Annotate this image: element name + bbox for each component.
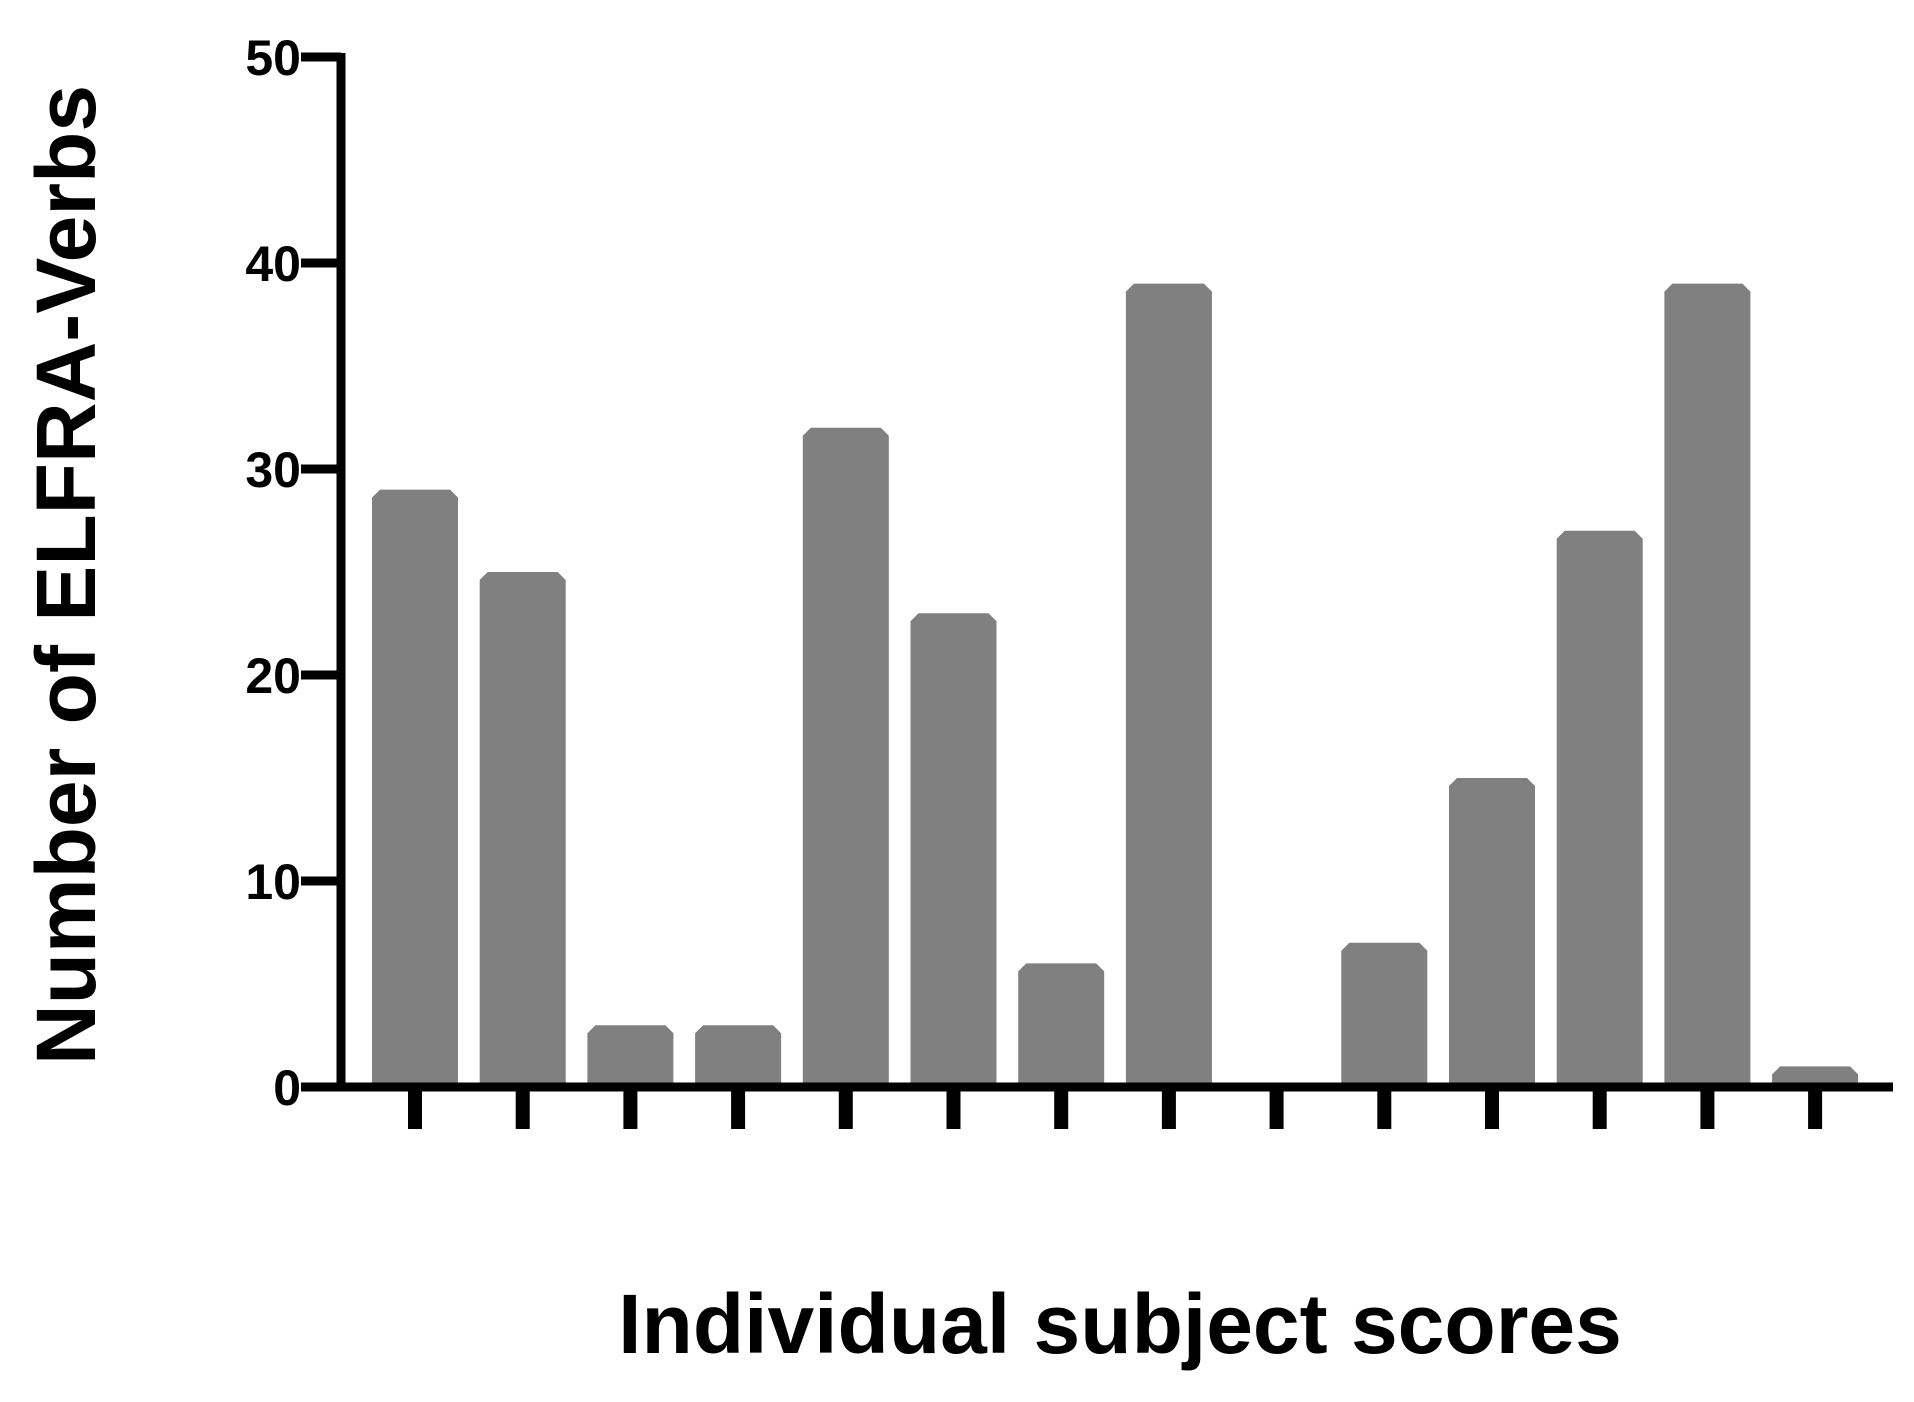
y-tick-label: 50: [245, 30, 301, 86]
bar: [1664, 283, 1751, 1088]
bar: [372, 489, 458, 1088]
y-axis-title: Number of ELFRA-Verbs: [19, 85, 113, 1065]
bar: [587, 1025, 674, 1087]
x-axis-title: Individual subject scores: [618, 1277, 1622, 1371]
axes: [301, 53, 1893, 1092]
bars-layer: [372, 283, 1859, 1088]
y-tick-label: 0: [273, 1060, 301, 1116]
bar: [1125, 283, 1212, 1088]
y-ticks: 0 10 20 30 40 50: [245, 30, 341, 1116]
bar: [910, 613, 997, 1087]
bar: [479, 572, 566, 1087]
y-tick-label: 40: [245, 236, 301, 292]
bar: [1556, 530, 1643, 1087]
y-tick-label: 20: [245, 648, 301, 704]
bar: [802, 427, 889, 1087]
bar: [1341, 942, 1428, 1087]
bar: [1018, 963, 1105, 1087]
bar: [1772, 1066, 1859, 1087]
y-tick-label: 10: [245, 854, 301, 910]
y-tick-label: 30: [245, 442, 301, 498]
bar: [695, 1025, 782, 1087]
bar: [1449, 778, 1535, 1087]
x-ticks: [408, 1087, 1823, 1129]
